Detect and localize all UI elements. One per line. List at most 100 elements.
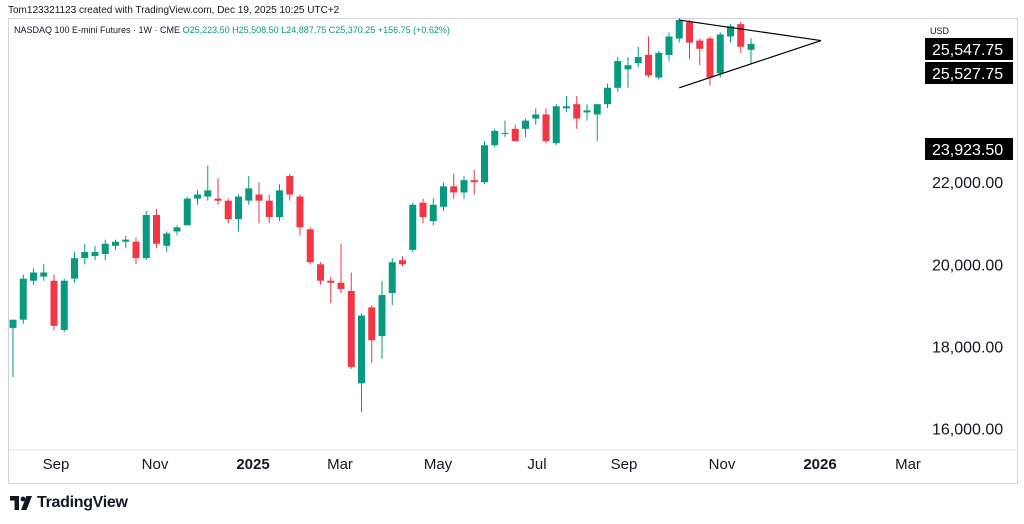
candle-body bbox=[71, 258, 78, 279]
candle-body bbox=[409, 204, 417, 250]
candles-group bbox=[9, 18, 755, 413]
candle-body bbox=[265, 200, 273, 218]
candle-body bbox=[593, 104, 601, 115]
candle-body bbox=[30, 272, 37, 281]
candle-body bbox=[645, 54, 652, 76]
candle-body bbox=[173, 227, 181, 232]
candle-body bbox=[706, 38, 714, 78]
candle-body bbox=[481, 145, 488, 183]
price-badge-label: 25,547.75 bbox=[932, 42, 1003, 59]
time-axis-label: Nov bbox=[142, 456, 169, 473]
candle-body bbox=[614, 61, 622, 88]
candle-body bbox=[296, 196, 304, 228]
triangle-pattern-drawing bbox=[679, 19, 822, 89]
candle-body bbox=[655, 52, 663, 78]
price-badge-label: 25,527.75 bbox=[932, 66, 1003, 83]
symbol-name: NASDAQ 100 E-mini Futures · 1W · CME bbox=[14, 25, 181, 35]
ohlc-high: H25,508.50 bbox=[232, 25, 279, 35]
candle-body bbox=[440, 186, 447, 207]
candle-body bbox=[450, 186, 458, 193]
time-axis-label: Mar bbox=[327, 456, 353, 473]
candle-body bbox=[604, 87, 611, 105]
candle-body bbox=[419, 202, 427, 218]
candle-body bbox=[399, 260, 406, 265]
candle-body bbox=[132, 241, 140, 259]
time-axis-label: 2026 bbox=[803, 456, 836, 473]
candle-body bbox=[747, 43, 755, 50]
candle-body bbox=[214, 198, 222, 201]
candle-body bbox=[60, 280, 68, 330]
candle-body bbox=[276, 190, 283, 218]
candle-body bbox=[686, 22, 693, 43]
candle-body bbox=[235, 196, 242, 220]
ohlc-change: +156.75 (+0.62%) bbox=[377, 25, 450, 35]
time-axis-label: Jul bbox=[527, 456, 546, 473]
candle-body bbox=[501, 132, 509, 134]
candle-body bbox=[224, 200, 232, 220]
candle-body bbox=[327, 280, 335, 283]
candle-body bbox=[378, 295, 386, 337]
candle-body bbox=[634, 56, 642, 64]
price-badge bbox=[925, 138, 1013, 160]
candle-body bbox=[727, 26, 734, 37]
candle-body bbox=[255, 194, 263, 201]
candle-body bbox=[511, 128, 519, 142]
currency-label[interactable]: USD bbox=[930, 26, 950, 36]
candle-body bbox=[245, 188, 253, 201]
candle-body bbox=[358, 315, 365, 384]
candle-body bbox=[19, 278, 27, 320]
footer-branding[interactable]: TradingView bbox=[10, 493, 128, 513]
candle-body bbox=[542, 114, 550, 142]
footer-brand-text: TradingView bbox=[37, 494, 128, 511]
candle-body bbox=[142, 215, 150, 259]
candle-body bbox=[183, 198, 191, 226]
candle-body bbox=[286, 176, 294, 195]
price-axis-label: 22,000.00 bbox=[932, 175, 1003, 192]
chart-frame[interactable] bbox=[8, 18, 1018, 484]
candle-body bbox=[563, 106, 570, 109]
candle-body bbox=[696, 40, 704, 49]
candle-body bbox=[337, 282, 345, 289]
candle-body bbox=[91, 251, 99, 257]
candle-body bbox=[50, 280, 58, 326]
candle-body bbox=[429, 204, 437, 222]
ohlc-close: C25,370.25 bbox=[328, 25, 376, 35]
time-axis-label: 2025 bbox=[236, 456, 269, 473]
candle-body bbox=[194, 194, 201, 199]
header-attribution: Tom123321123 created with TradingView.co… bbox=[8, 5, 340, 16]
time-axis-label: Sep bbox=[611, 456, 638, 473]
candle-body bbox=[737, 24, 745, 47]
candle-body bbox=[368, 307, 376, 341]
tradingview-logo-icon bbox=[10, 496, 32, 510]
time-axis-label: Nov bbox=[709, 456, 736, 473]
candle-body bbox=[470, 180, 478, 183]
candle-body bbox=[153, 215, 160, 244]
candle-body bbox=[112, 241, 119, 246]
price-axis-label: 20,000.00 bbox=[932, 257, 1003, 274]
candle-body bbox=[306, 229, 314, 263]
candle-body bbox=[122, 239, 130, 242]
candle-body bbox=[522, 120, 529, 129]
price-axis-label: 18,000.00 bbox=[932, 339, 1003, 356]
candle-body bbox=[81, 251, 89, 259]
candle-body bbox=[665, 36, 673, 55]
candle-body bbox=[583, 110, 591, 113]
candle-body bbox=[491, 130, 499, 146]
candle-body bbox=[347, 290, 355, 367]
candle-body bbox=[573, 104, 581, 119]
candle-body bbox=[40, 272, 48, 277]
candle-body bbox=[163, 233, 171, 246]
price-badge bbox=[925, 38, 1013, 60]
candle-body bbox=[317, 264, 324, 281]
price-axis-label: 16,000.00 bbox=[932, 421, 1003, 438]
ohlc-open: O25,223.50 bbox=[182, 25, 230, 35]
price-badge bbox=[925, 62, 1013, 84]
candle-body bbox=[716, 34, 724, 74]
time-axis-label: Mar bbox=[895, 456, 921, 473]
candle-body bbox=[552, 106, 560, 144]
candle-body bbox=[532, 114, 540, 119]
candle-body bbox=[460, 180, 468, 193]
candle-body bbox=[9, 319, 17, 328]
ohlc-low: L24,887.75 bbox=[281, 25, 327, 35]
